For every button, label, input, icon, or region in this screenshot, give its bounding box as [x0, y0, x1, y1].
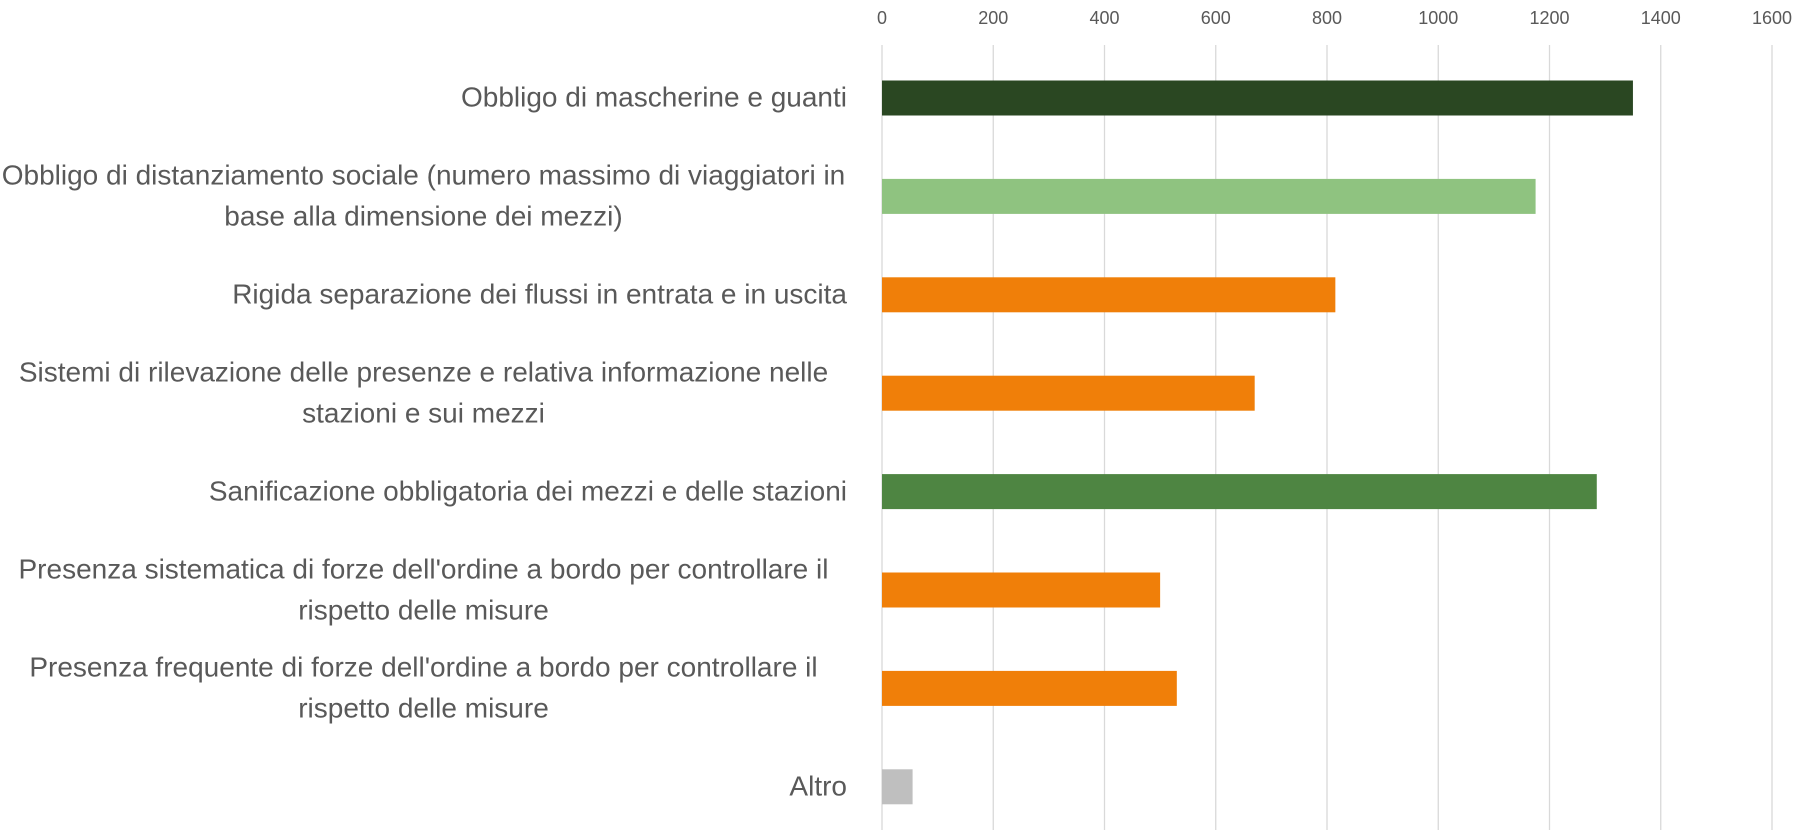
- x-tick-label: 0: [877, 8, 887, 28]
- bar: [882, 670, 1177, 706]
- bar: [882, 572, 1161, 608]
- bar: [882, 178, 1536, 214]
- x-tick-label: 1600: [1752, 8, 1792, 28]
- y-tick-label: Altro: [789, 770, 847, 802]
- x-tick-label: 200: [978, 8, 1008, 28]
- x-tick-label: 1200: [1529, 8, 1569, 28]
- bar: [882, 474, 1597, 510]
- y-tick-label: Obbligo di distanziamento sociale (numer…: [1, 159, 846, 232]
- x-tick-label: 1000: [1418, 8, 1458, 28]
- bar: [882, 80, 1633, 116]
- y-tick-label: Presenza frequente di forze dell'ordine …: [29, 651, 818, 724]
- y-tick-label: Rigida separazione dei flussi in entrata…: [232, 278, 847, 310]
- bar: [882, 277, 1336, 313]
- x-tick-label: 1400: [1641, 8, 1681, 28]
- y-tick-label: Obbligo di mascherine e guanti: [460, 81, 847, 113]
- x-tick-label: 800: [1312, 8, 1342, 28]
- x-tick-label: 600: [1201, 8, 1231, 28]
- bar: [882, 375, 1255, 411]
- y-tick-label: Presenza sistematica di forze dell'ordin…: [18, 553, 829, 625]
- y-tick-label: Sistemi di rilevazione delle presenze e …: [18, 356, 829, 429]
- bar: [882, 769, 913, 805]
- x-tick-label: 400: [1089, 8, 1119, 28]
- y-tick-label: Sanificazione obbligatoria dei mezzi e d…: [208, 475, 847, 507]
